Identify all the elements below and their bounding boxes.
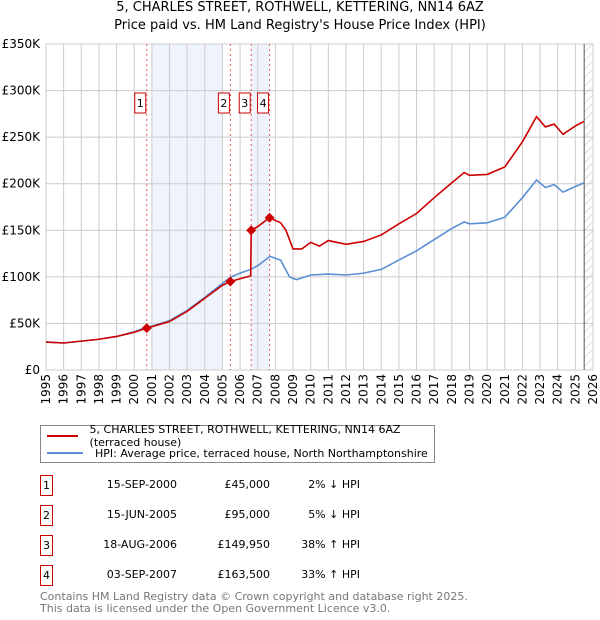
y-tick-label: £100K <box>2 270 42 284</box>
x-tick-label: 2026 <box>586 374 600 405</box>
x-tick-label: 2022 <box>515 374 529 405</box>
sale-price: £45,000 <box>224 478 271 491</box>
x-tick-label: 2004 <box>198 374 212 405</box>
sale-label: 1 <box>137 97 144 110</box>
sale-price: £95,000 <box>224 508 271 521</box>
legend-label: HPI: Average price, terraced house, Nort… <box>95 446 428 460</box>
sale-number: 4 <box>40 565 53 586</box>
x-tick-label: 2005 <box>215 374 229 405</box>
legend-label: 5, CHARLES STREET, ROTHWELL, KETTERING, … <box>89 423 401 449</box>
legend-swatch-blue <box>47 452 83 454</box>
sale-point <box>246 225 257 236</box>
sale-label-box <box>238 92 251 114</box>
sale-number: 2 <box>40 505 53 526</box>
sale-label-box <box>134 92 147 114</box>
x-tick-label: 2007 <box>251 374 265 405</box>
sale-label: 2 <box>220 97 227 110</box>
sale-label-box <box>257 92 270 114</box>
legend: 5, CHARLES STREET, ROTHWELL, KETTERING, … <box>40 423 435 463</box>
chart-subtitle: Price paid vs. HM Land Registry's House … <box>114 18 486 33</box>
y-tick-label: £300K <box>2 84 42 98</box>
x-tick-label: 2016 <box>410 374 424 405</box>
x-tick-label: 2001 <box>145 374 159 405</box>
y-tick-label: £0 <box>25 363 40 377</box>
y-tick-label: £150K <box>2 223 42 237</box>
x-tick-label: 2008 <box>268 374 282 405</box>
x-tick-label: 2025 <box>568 374 582 405</box>
x-tick-label: 2021 <box>498 374 512 405</box>
x-tick-label: 2014 <box>374 374 388 405</box>
sale-date: 15-JUN-2005 <box>106 508 177 521</box>
x-tick-label: 2020 <box>480 374 494 405</box>
legend-swatch-red <box>47 435 78 437</box>
x-tick-label: 2002 <box>163 374 177 405</box>
sale-price: £149,950 <box>217 538 271 551</box>
sale-date: 15-SEP-2000 <box>106 478 177 491</box>
sale-point <box>225 276 236 287</box>
x-tick-label: 1996 <box>57 374 71 405</box>
chart-title: 5, CHARLES STREET, ROTHWELL, KETTERING, … <box>116 0 484 15</box>
x-tick-label: 2012 <box>339 374 353 405</box>
x-tick-label: 2017 <box>427 374 441 405</box>
sale-hpi: 2% ↓ HPI <box>308 478 360 491</box>
x-tick-label: 2015 <box>392 374 406 405</box>
x-tick-label: 2023 <box>533 374 547 405</box>
sale-date: 18-AUG-2006 <box>103 538 177 551</box>
x-tick-label: 2013 <box>357 374 371 405</box>
hpi-line <box>45 178 585 344</box>
y-tick-label: £350K <box>2 37 42 51</box>
sale-hpi: 38% ↑ HPI <box>301 538 360 551</box>
sale-hpi: 33% ↑ HPI <box>301 568 360 581</box>
shaded-period <box>251 44 270 370</box>
sale-label: 4 <box>260 97 267 110</box>
y-tick-label: £200K <box>2 177 42 191</box>
sale-point <box>264 212 275 223</box>
sale-hpi: 5% ↓ HPI <box>308 508 360 521</box>
legend-item-property: 5, CHARLES STREET, ROTHWELL, KETTERING, … <box>47 423 434 449</box>
sale-label-box <box>217 92 230 114</box>
x-tick-label: 2003 <box>180 374 194 405</box>
sale-point <box>141 323 152 334</box>
y-tick-label: £50K <box>9 316 41 330</box>
x-tick-label: 2011 <box>321 374 335 405</box>
sale-number: 1 <box>40 475 53 496</box>
y-tick-label: £250K <box>2 130 42 144</box>
x-tick-label: 1997 <box>74 374 88 405</box>
x-tick-label: 2006 <box>233 374 247 405</box>
plot-area: 1995 1996 1997 1998 1999 2000 2001 2002 2003 2004… <box>2 37 600 405</box>
price-paid-line <box>45 115 585 344</box>
x-tick-label: 2019 <box>462 374 476 405</box>
sale-price: £163,500 <box>217 568 271 581</box>
x-tick-label: 1999 <box>110 374 124 405</box>
x-tick-label: 2024 <box>551 374 565 405</box>
x-tick-label: 2000 <box>127 374 141 405</box>
forecast-hatch <box>584 44 593 370</box>
footer-licence: This data is licensed under the Open Gov… <box>40 602 391 615</box>
sale-date: 03-SEP-2007 <box>106 568 177 581</box>
x-tick-label: 2010 <box>304 374 318 405</box>
sale-label: 3 <box>241 97 248 110</box>
footer-copyright: Contains HM Land Registry data © Crown c… <box>40 590 468 603</box>
sale-number: 3 <box>40 535 53 556</box>
legend-item-hpi: HPI: Average price, terraced house, Nort… <box>47 445 428 461</box>
x-tick-label: 2018 <box>445 374 459 405</box>
x-tick-label: 1998 <box>92 374 106 405</box>
x-tick-label: 2009 <box>286 374 300 405</box>
x-tick-label: 1995 <box>39 374 53 405</box>
